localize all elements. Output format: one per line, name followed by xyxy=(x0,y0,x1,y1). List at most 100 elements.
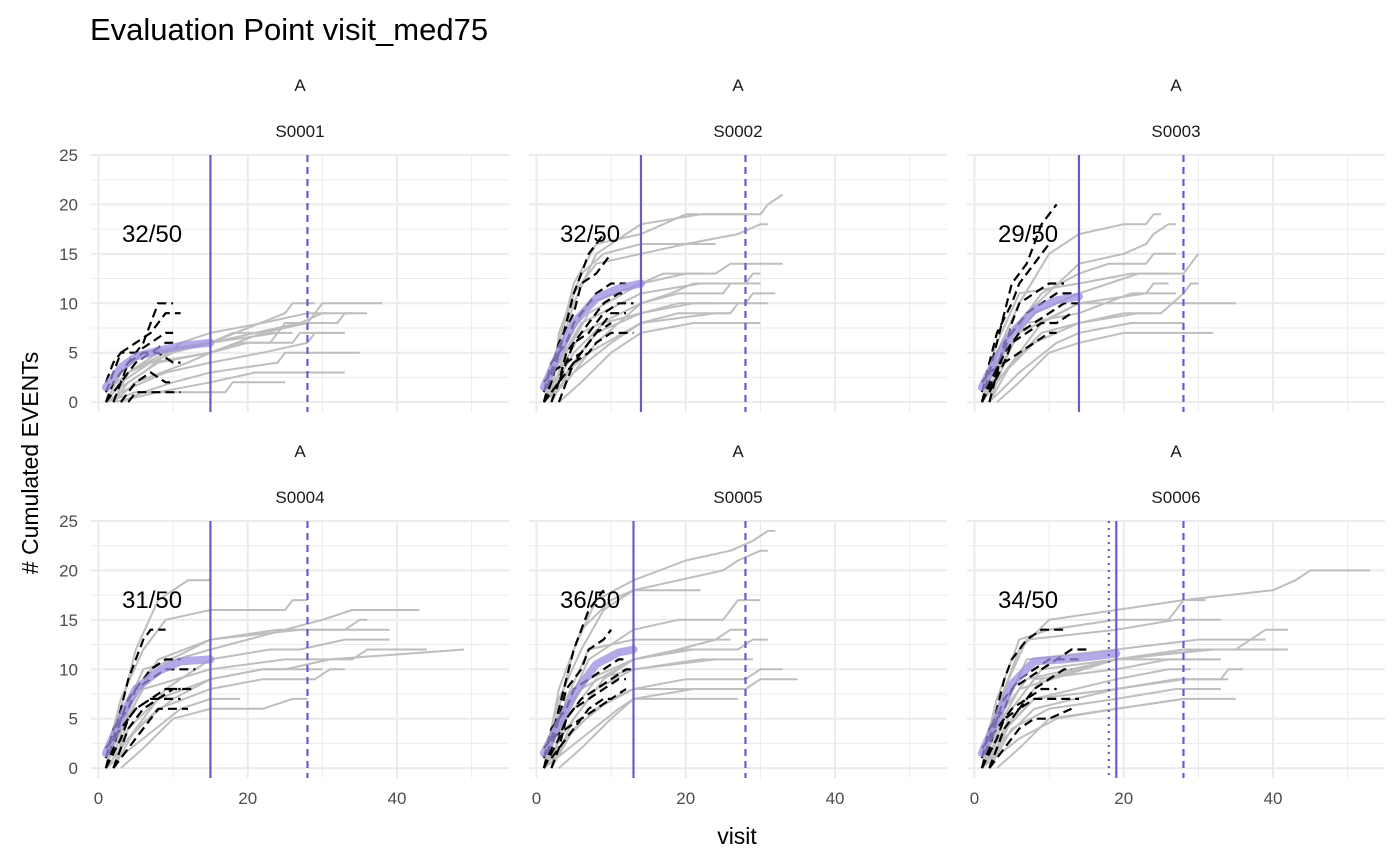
median-curve xyxy=(101,338,215,392)
patient-path-dashed xyxy=(550,668,634,769)
patient-path-dashed xyxy=(980,302,1079,403)
x-tick-label: 20 xyxy=(1114,789,1133,808)
site-path-grey xyxy=(558,322,761,403)
gridlines xyxy=(967,520,1385,778)
site-path-grey xyxy=(105,331,338,403)
x-tick-label: 0 xyxy=(94,789,103,808)
strip-label-site: S0001 xyxy=(275,122,324,141)
count-annotation: 32/50 xyxy=(122,221,182,248)
patient-path-dashed xyxy=(550,688,627,759)
site-path-grey xyxy=(981,697,1236,769)
site-path-grey xyxy=(980,599,1206,759)
site-path-grey xyxy=(981,312,1154,403)
facet-panel-s0003: A S0003 29/50 xyxy=(967,76,1385,412)
count-annotation: 32/50 xyxy=(560,221,620,248)
site-path-grey xyxy=(542,549,768,759)
median-curve xyxy=(539,279,645,392)
patient-path-dashed xyxy=(557,331,634,403)
site-path-grey xyxy=(981,668,1191,769)
strip-label-site: S0002 xyxy=(713,122,762,141)
patient-path-dashed xyxy=(980,243,1050,393)
count-annotation: 36/50 xyxy=(560,587,620,614)
patient-path-dashed xyxy=(980,203,1058,403)
y-axis-title: # Cumulated EVENTs xyxy=(17,352,43,574)
facet-panel-s0002: A S0002 32/50 xyxy=(529,76,947,412)
strip-label-group: A xyxy=(732,76,744,95)
y-tick-label: 10 xyxy=(59,660,78,679)
site-path-grey xyxy=(104,599,308,759)
y-tick-label: 15 xyxy=(59,611,78,630)
site-path-grey xyxy=(543,697,738,769)
patient-path-dashed xyxy=(981,331,1057,383)
facet-panel-s0004: A S0004 0 5 10 15 20 25 0 20 40 31/50 xyxy=(59,442,509,808)
median-curve xyxy=(977,649,1121,758)
facet-panel-s0006: A S0006 0 20 40 34/50 xyxy=(967,442,1385,808)
site-path-grey xyxy=(112,638,390,769)
strip-label-site: S0006 xyxy=(1151,488,1200,507)
count-annotation: 34/50 xyxy=(998,587,1058,614)
patient-path-dashed xyxy=(988,697,1079,769)
site-path-grey xyxy=(542,272,761,403)
site-path-grey xyxy=(988,658,1214,769)
strip-label-site: S0005 xyxy=(713,488,762,507)
patient-path-dashed xyxy=(542,589,605,769)
strip-label-group: A xyxy=(294,442,306,461)
patient-path-dashed xyxy=(105,341,174,403)
median-curve xyxy=(101,655,215,758)
strip-label-group: A xyxy=(294,76,306,95)
patient-path-dashed xyxy=(542,678,626,769)
y-tick-label: 25 xyxy=(59,512,78,531)
median-curve xyxy=(977,292,1083,392)
patient-path-dashed xyxy=(543,322,612,383)
strip-label-site: S0003 xyxy=(1151,122,1200,141)
chart-title: Evaluation Point visit_med75 xyxy=(90,12,488,47)
y-tick-label: 0 xyxy=(69,393,78,412)
patient-path-dashed xyxy=(980,668,1072,769)
count-annotation: 29/50 xyxy=(998,221,1058,248)
y-tick-label: 25 xyxy=(59,146,78,165)
strip-label-group: A xyxy=(732,442,744,461)
y-tick-label: 15 xyxy=(59,245,78,264)
site-path-grey xyxy=(988,322,1184,403)
median-curve xyxy=(539,645,638,758)
site-path-grey xyxy=(542,529,776,769)
strip-label-group: A xyxy=(1170,76,1182,95)
facet-panel-s0001: A S0001 0 5 10 15 20 25 32/50 xyxy=(59,76,509,412)
site-path-grey xyxy=(112,331,345,403)
y-tick-label: 5 xyxy=(69,710,78,729)
patient-path-dashed xyxy=(988,707,1072,769)
site-path-grey xyxy=(105,697,241,769)
y-tick-label: 0 xyxy=(69,759,78,778)
x-tick-label: 40 xyxy=(1264,789,1283,808)
x-tick-label: 0 xyxy=(970,789,979,808)
x-tick-label: 20 xyxy=(238,789,257,808)
patient-path-dashed xyxy=(980,628,1064,769)
x-tick-label: 20 xyxy=(676,789,695,808)
patient-path-dashed xyxy=(127,391,181,403)
facet-panels: A S0001 0 5 10 15 20 25 32/50 A S0002 32/50 A S0003 29… xyxy=(59,76,1385,808)
site-path-grey xyxy=(543,282,761,403)
y-tick-label: 10 xyxy=(59,294,78,313)
patient-path-dashed xyxy=(104,697,181,769)
x-tick-label: 0 xyxy=(532,789,541,808)
x-tick-label: 40 xyxy=(388,789,407,808)
strip-label-site: S0004 xyxy=(275,488,324,507)
y-tick-label: 5 xyxy=(69,344,78,363)
strip-label-group: A xyxy=(1170,442,1182,461)
site-path-grey xyxy=(980,253,1200,393)
patient-path-dashed xyxy=(112,707,188,769)
patient-path-dashed xyxy=(550,292,626,403)
y-tick-label: 20 xyxy=(59,195,78,214)
site-path-grey xyxy=(542,589,701,769)
patient-path-dashed xyxy=(542,629,612,769)
facet-panel-s0005: A S0005 0 20 40 36/50 xyxy=(529,442,947,808)
site-path-grey xyxy=(996,331,1214,403)
gridlines xyxy=(529,520,947,778)
patient-path-dashed xyxy=(980,648,1087,759)
x-tick-label: 40 xyxy=(826,789,845,808)
gridlines xyxy=(967,154,1385,412)
x-axis-title: visit xyxy=(717,823,757,849)
patient-path-dashed xyxy=(120,371,174,403)
y-tick-label: 20 xyxy=(59,561,78,580)
